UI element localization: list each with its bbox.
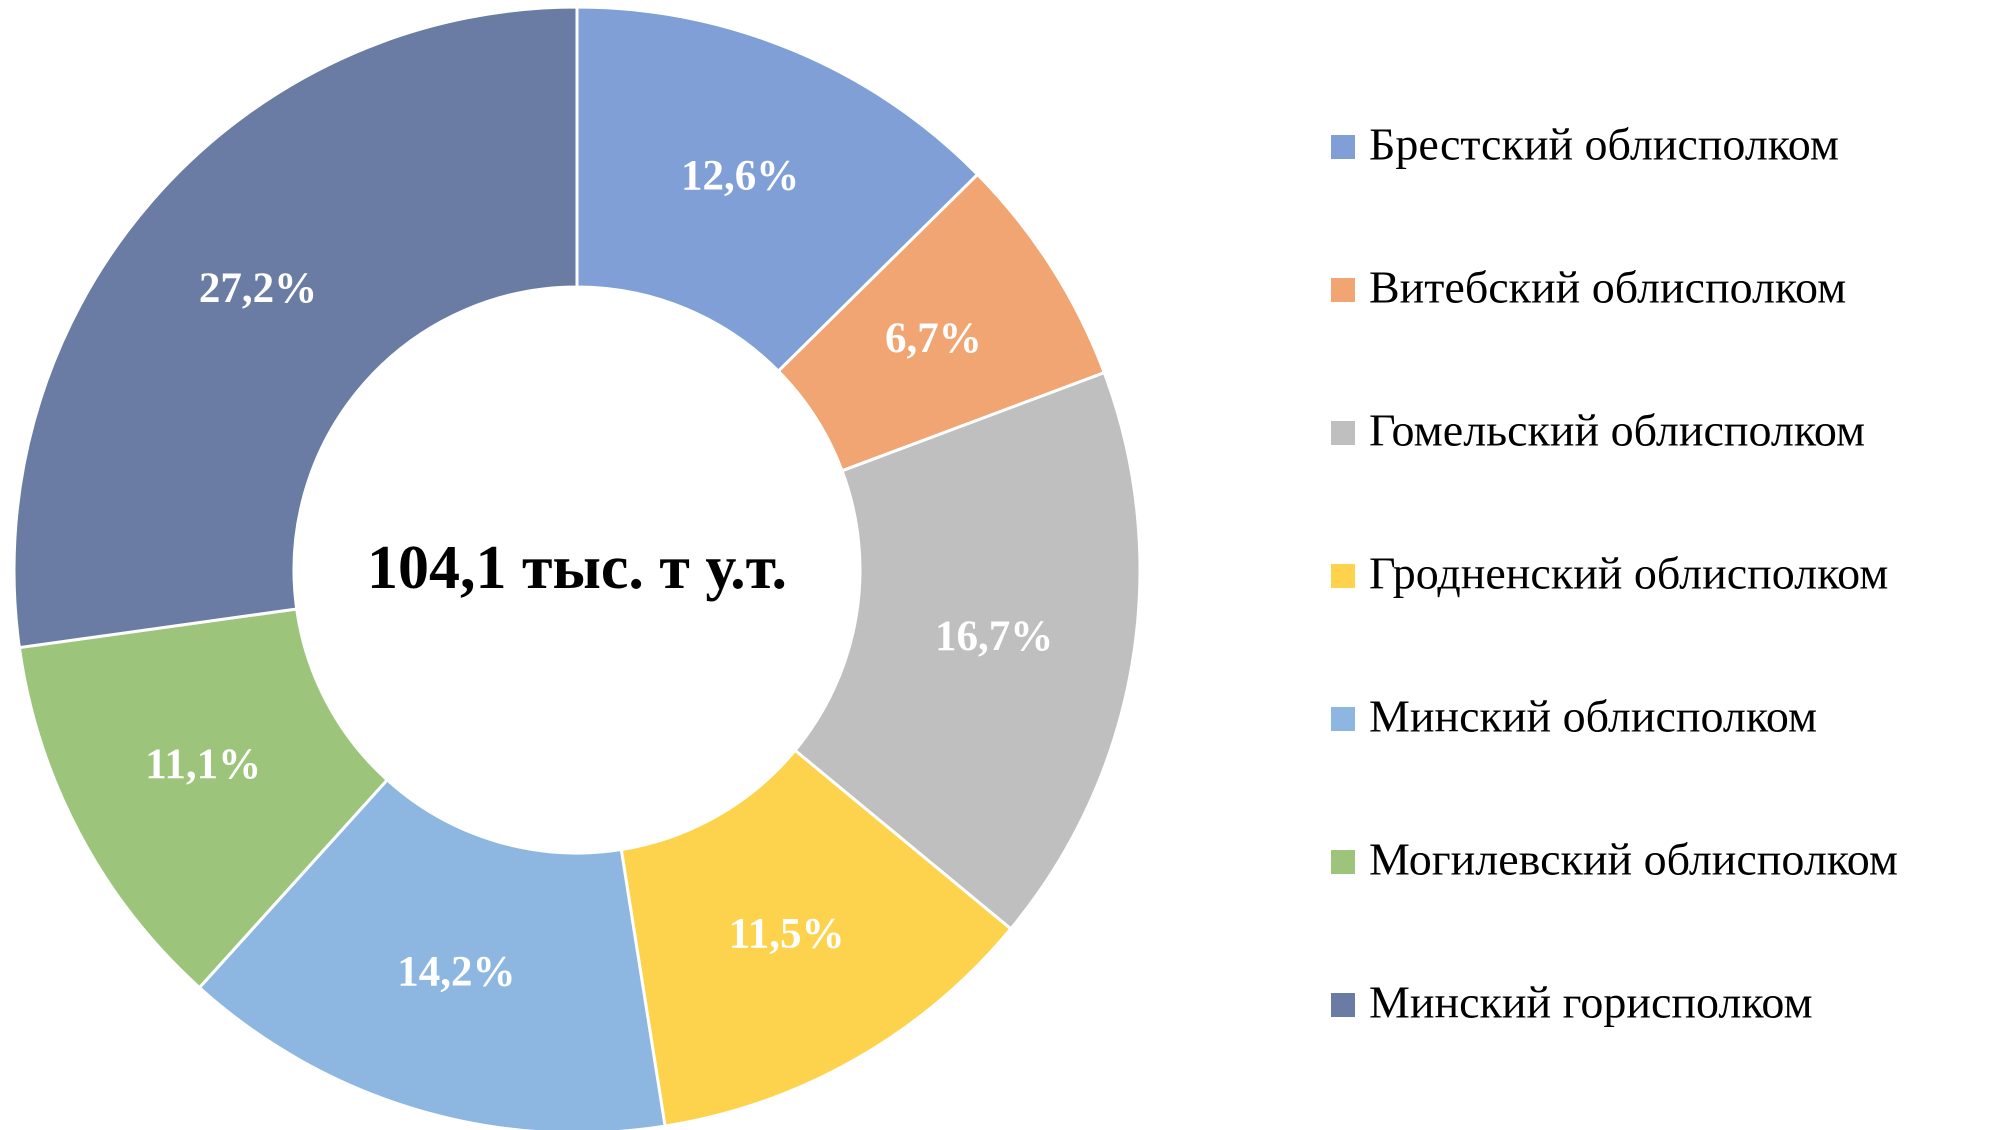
donut-slice — [12, 5, 579, 650]
value-label: 11,5% — [729, 910, 845, 957]
legend-swatch — [1331, 564, 1355, 588]
legend-swatch — [1331, 993, 1355, 1017]
legend-swatch — [1331, 135, 1355, 159]
donut-slice — [17, 607, 390, 990]
legend-label: Минский горисполком — [1369, 977, 1813, 1028]
center-label: 104,1 тыс. т у.т. — [367, 534, 787, 602]
donut-slice — [619, 748, 1013, 1128]
donut-slice — [197, 777, 667, 1130]
legend-label: Гродненский облисполком — [1369, 548, 1888, 599]
legend-swatch — [1331, 421, 1355, 445]
legend-swatch — [1331, 278, 1355, 302]
donut-slice — [575, 5, 980, 374]
value-label: 14,2% — [397, 948, 515, 995]
legend-label: Могилевский облисполком — [1369, 834, 1898, 885]
legend-label: Гомельский облисполком — [1369, 405, 1865, 456]
value-label: 27,2% — [199, 265, 317, 312]
legend-label: Минский облисполком — [1369, 691, 1817, 742]
value-label: 16,7% — [935, 613, 1053, 660]
value-label: 11,1% — [145, 741, 261, 788]
legend-label: Витебский облисполком — [1369, 262, 1846, 313]
legend-swatch — [1331, 707, 1355, 731]
legend-label: Брестский облисполком — [1369, 119, 1839, 170]
legend-swatch — [1331, 850, 1355, 874]
donut-slice — [792, 370, 1142, 931]
value-label: 12,6% — [681, 153, 799, 200]
value-label: 6,7% — [885, 315, 982, 362]
